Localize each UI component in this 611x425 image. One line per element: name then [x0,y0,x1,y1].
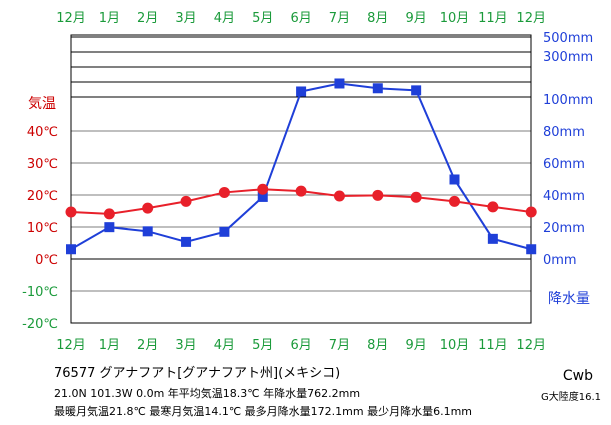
precipitation-point [219,226,230,237]
precipitation-point [449,174,460,185]
temperature-tick-label: 10℃ [27,221,58,236]
month-label-top: 11月 [478,11,508,26]
month-label-top: 3月 [175,11,196,26]
precipitation-point [66,244,76,255]
temperature-point [103,208,115,220]
precipitation-point [142,226,153,237]
temperature-tick-label: 0℃ [35,253,58,268]
precipitation-tick-label: 500mm [543,31,593,46]
station-summary: 21.0N 101.3W 0.0m 年平均気温18.3℃ 年降水量762.2mm [54,387,361,400]
month-label-bottom: 6月 [290,338,311,353]
temperature-point [180,195,192,207]
precipitation-axis-title: 降水量 [548,291,590,307]
temperature-point [487,201,499,213]
temperature-series [65,183,537,220]
temperature-point [257,183,269,195]
climate-classification: Cwb [562,368,593,384]
precipitation-tick-label: 100mm [543,93,593,108]
temperature-tick-label: 40℃ [27,125,58,140]
precipitation-series [66,78,537,255]
month-label-bottom: 11月 [478,338,508,353]
station-extremes: 最暖月気温21.8℃ 最寒月気温14.1℃ 最多月降水量172.1mm 最少月降… [54,405,473,418]
month-label-top: 4月 [214,11,235,26]
month-label-top: 12月 [56,11,86,26]
month-label-top: 1月 [99,11,120,26]
month-label-top: 8月 [367,11,388,26]
temperature-point [449,195,460,207]
temperature-point [218,186,230,198]
temperature-tick-label: 20℃ [27,189,58,204]
month-label-bottom: 8月 [367,338,388,353]
temperature-axis: 気温 40℃ 30℃ 20℃ 10℃ 0℃ -10℃ -20℃ [22,96,58,332]
month-label-bottom: 5月 [252,338,273,353]
month-label-top: 5月 [252,11,273,26]
temperature-point [525,206,537,218]
month-label-bottom: 7月 [329,338,350,353]
temperature-point [295,185,307,197]
precipitation-point [526,244,537,255]
temperature-point [410,191,422,203]
month-label-bottom: 4月 [214,338,235,353]
precipitation-point [334,78,345,89]
month-label-top: 7月 [329,11,350,26]
precipitation-tick-label: 80mm [543,125,585,140]
precipitation-point [181,236,192,247]
precipitation-point [104,222,115,233]
precipitation-point [487,233,498,244]
temperature-point [65,206,77,218]
month-label-bottom: 12月 [56,338,86,353]
temperature-point [333,190,345,202]
month-label-top: 12月 [516,11,546,26]
station-title: 76577 グアナフアト[グアナフアト州](メキシコ) [54,366,341,381]
month-label-top: 6月 [290,11,311,26]
month-label-bottom: 2月 [137,338,158,353]
precipitation-point [296,86,307,97]
month-label-top: 10月 [440,11,470,26]
precipitation-tick-label: 300mm [543,50,593,65]
month-label-bottom: 9月 [406,338,427,353]
month-label-bottom: 1月 [99,338,120,353]
precipitation-tick-label: 60mm [543,157,585,172]
bottom-month-labels: 12月 1月 2月 3月 4月 5月 6月 7月 8月 9月 10月 11月 12月 [56,338,546,353]
precipitation-tick-label: 20mm [543,221,585,236]
temperature-axis-title: 気温 [28,96,56,112]
precipitation-tick-label: 40mm [543,189,585,204]
precipitation-point [411,85,422,96]
precipitation-tick-label: 0mm [543,253,577,268]
month-label-bottom: 10月 [440,338,470,353]
precipitation-point [257,191,268,202]
top-month-labels: 12月 1月 2月 3月 4月 5月 6月 7月 8月 9月 10月 11月 12月 [56,11,546,26]
temperature-tick-label: -20℃ [22,317,58,332]
temperature-point [142,202,154,214]
precipitation-point [372,83,383,94]
temperature-tick-label: 30℃ [27,157,58,172]
plot-area [70,34,532,324]
month-label-top: 2月 [137,11,158,26]
month-label-bottom: 12月 [516,338,546,353]
precipitation-axis: 500mm 300mm 100mm 80mm 60mm 40mm 20mm 0mm 降水量 [543,31,593,307]
continentality-index: G大陸度16.1 [540,392,601,403]
temperature-point [372,189,384,201]
month-label-bottom: 3月 [175,338,196,353]
temperature-tick-label: -10℃ [22,285,58,300]
month-label-top: 9月 [406,11,427,26]
